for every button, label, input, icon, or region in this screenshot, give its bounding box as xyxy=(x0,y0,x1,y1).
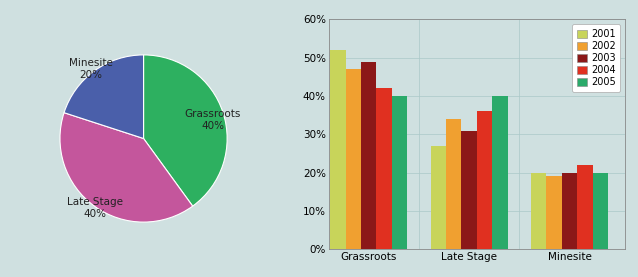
Bar xyxy=(546,176,562,249)
Bar xyxy=(346,69,361,249)
Bar xyxy=(562,173,577,249)
Bar xyxy=(392,96,408,249)
Wedge shape xyxy=(144,55,227,206)
Bar xyxy=(446,119,461,249)
Text: Grassroots
40%: Grassroots 40% xyxy=(184,109,241,131)
Bar xyxy=(431,146,446,249)
Bar xyxy=(493,96,508,249)
Bar xyxy=(577,165,593,249)
Wedge shape xyxy=(60,113,193,222)
Bar xyxy=(531,173,546,249)
Bar xyxy=(330,50,346,249)
Text: Minesite
20%: Minesite 20% xyxy=(69,58,112,80)
Text: Late Stage
40%: Late Stage 40% xyxy=(66,197,122,219)
Legend: 2001, 2002, 2003, 2004, 2005: 2001, 2002, 2003, 2004, 2005 xyxy=(572,24,620,92)
Bar xyxy=(376,88,392,249)
Bar xyxy=(593,173,608,249)
Bar xyxy=(477,111,493,249)
Wedge shape xyxy=(64,55,144,138)
Bar xyxy=(361,61,376,249)
Bar xyxy=(461,130,477,249)
